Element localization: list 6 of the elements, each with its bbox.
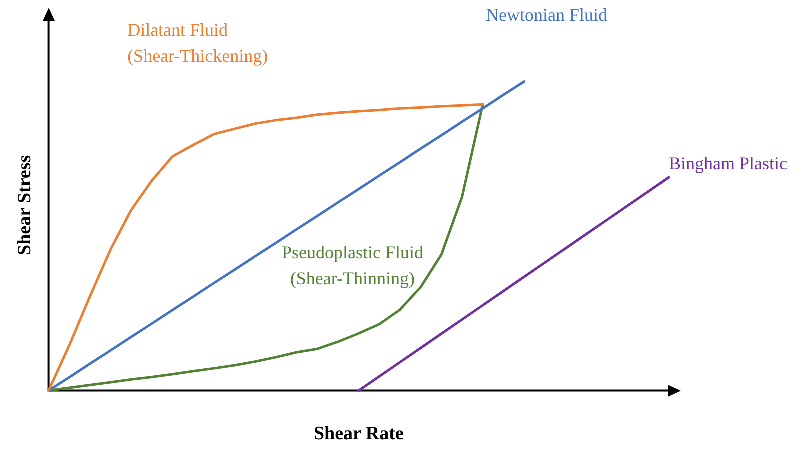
x-axis-title: Shear Rate: [314, 424, 404, 445]
series-label: Pseudoplastic Fluid (Shear-Thinning): [282, 242, 424, 288]
text: Dilatant Fluid (Shear-Thickening): [128, 20, 268, 66]
y-axis-title: Shear Stress: [14, 155, 36, 256]
text: Newtonian Fluid: [486, 5, 608, 26]
series-label: Bingham Plastic: [669, 153, 788, 174]
